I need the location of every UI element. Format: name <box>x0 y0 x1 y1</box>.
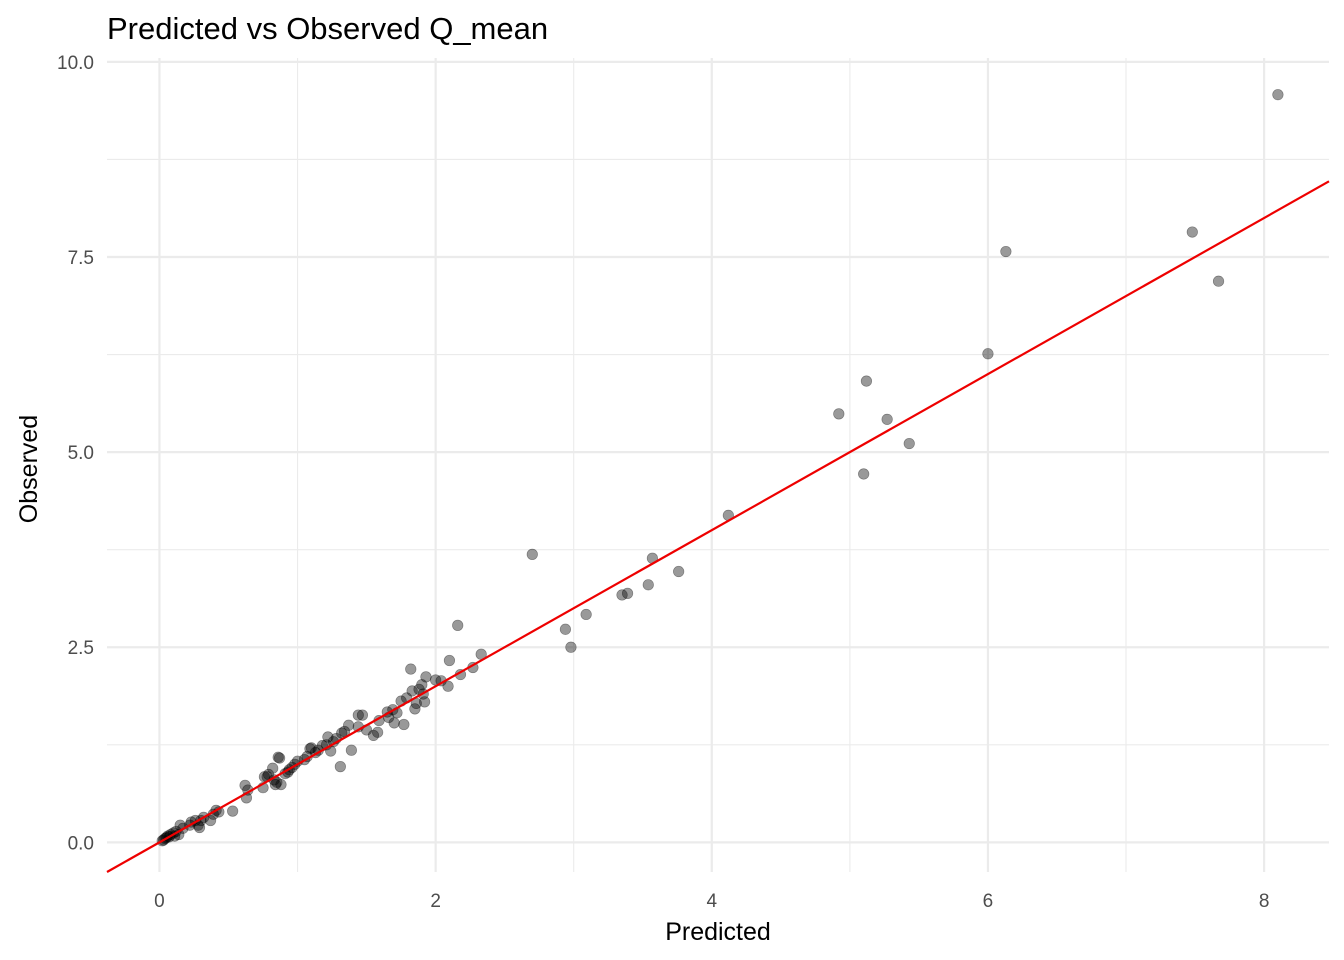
data-point <box>1272 89 1284 101</box>
x-tick-label: 6 <box>983 891 994 912</box>
grid-layer <box>107 58 1329 872</box>
data-point <box>860 375 873 387</box>
data-point <box>442 680 454 692</box>
data-point <box>204 814 217 827</box>
data-point <box>416 679 428 691</box>
data-point <box>418 696 431 708</box>
data-point <box>275 778 287 791</box>
data-point <box>405 663 417 675</box>
points-layer <box>156 89 1284 847</box>
data-point <box>239 779 251 791</box>
data-point <box>372 726 384 738</box>
data-point <box>420 671 432 683</box>
data-point <box>367 729 380 742</box>
y-tick-label: 5.0 <box>68 443 94 464</box>
data-point <box>452 619 464 631</box>
x-tick-label: 8 <box>1259 891 1270 912</box>
data-point <box>443 654 456 667</box>
data-point <box>305 742 317 754</box>
data-point <box>269 778 282 791</box>
data-point <box>334 761 346 773</box>
data-point <box>1186 226 1198 238</box>
y-tick-label: 0.0 <box>68 833 94 854</box>
data-point <box>616 589 628 601</box>
data-point <box>526 548 538 560</box>
data-point <box>304 743 316 755</box>
x-tick-label: 4 <box>706 891 717 912</box>
x-tick-label: 2 <box>430 891 441 912</box>
data-point <box>398 718 410 731</box>
data-point <box>343 719 355 731</box>
tick-labels-layer: 0 2 4 6 8 0.0 2.5 5.0 7.5 10.0 <box>57 53 1269 912</box>
data-point <box>559 623 572 635</box>
y-axis-title: Observed <box>15 415 43 523</box>
data-point <box>642 579 654 591</box>
data-point <box>356 709 369 721</box>
data-point <box>580 608 592 621</box>
data-point <box>982 348 994 360</box>
data-point <box>903 437 915 450</box>
chart-title: Predicted vs Observed Q_mean <box>107 11 548 46</box>
data-point <box>565 641 577 653</box>
data-point <box>227 805 239 817</box>
data-point <box>193 821 206 834</box>
data-point <box>406 685 418 697</box>
data-point <box>272 751 284 763</box>
reference-line-layer <box>106 180 1330 873</box>
data-point <box>409 703 421 715</box>
y-tick-label: 7.5 <box>68 248 94 269</box>
data-point <box>621 587 634 599</box>
y-tick-label: 10.0 <box>57 53 94 74</box>
identity-reference-line <box>106 180 1330 873</box>
y-tick-label: 2.5 <box>68 638 94 659</box>
data-point <box>1000 245 1012 258</box>
data-point <box>345 744 358 756</box>
data-point <box>1212 275 1225 287</box>
data-point <box>267 762 279 774</box>
data-point <box>881 413 893 425</box>
data-point <box>833 408 845 420</box>
data-point <box>322 731 334 743</box>
x-tick-label: 0 <box>154 891 165 912</box>
data-point <box>858 468 870 480</box>
x-axis-title: Predicted <box>665 918 771 946</box>
data-point <box>273 752 286 764</box>
data-point <box>673 565 685 578</box>
data-point <box>388 717 400 729</box>
data-point <box>352 709 364 721</box>
